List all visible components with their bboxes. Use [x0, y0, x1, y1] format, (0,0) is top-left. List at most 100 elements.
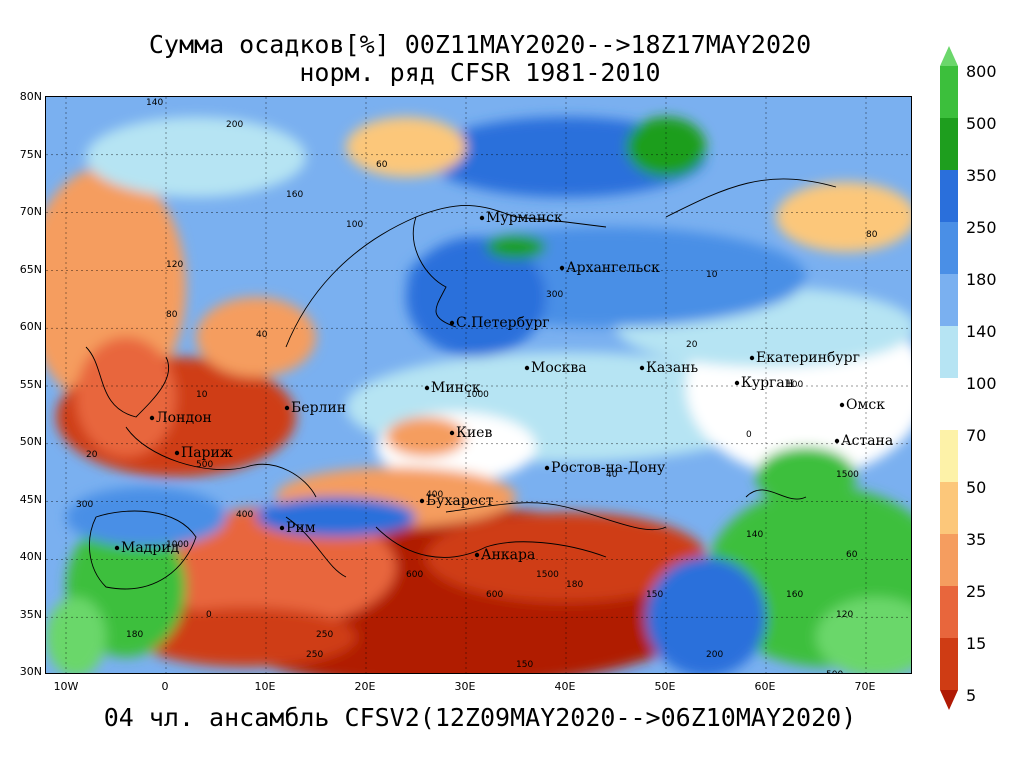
- city-marker: [544, 465, 550, 471]
- legend-label-35: 35: [966, 530, 987, 549]
- city-label: Бухарест: [426, 493, 494, 509]
- legend-swatch: [940, 222, 958, 274]
- city-marker: [284, 405, 290, 411]
- contour-label: 20: [686, 340, 698, 350]
- contour-label: 1500: [536, 570, 559, 580]
- legend-label-350: 350: [966, 166, 997, 185]
- city-marker: [834, 438, 840, 444]
- contour-label: 200: [706, 650, 723, 660]
- contour-label: 100: [346, 220, 363, 230]
- legend-swatch: [940, 482, 958, 534]
- legend-swatch: [940, 326, 958, 378]
- city-marker: [424, 385, 430, 391]
- lat-label-65n: 65N: [19, 263, 42, 276]
- contour-label: 180: [566, 580, 583, 590]
- lat-label-30n: 30N: [19, 665, 42, 678]
- city-label: Мурманск: [486, 210, 563, 226]
- legend-label-140: 140: [966, 322, 997, 341]
- lat-label-55n: 55N: [19, 378, 42, 391]
- legend-arrow-top: [940, 46, 958, 66]
- contour-label: 160: [286, 190, 303, 200]
- city-label: Астана: [841, 433, 893, 449]
- contour-label: 600: [406, 570, 423, 580]
- contour-label: 1000: [466, 390, 489, 400]
- city-label: Рим: [286, 520, 316, 536]
- lon-label-30e: 30E: [454, 680, 476, 693]
- contour-label: 1500: [836, 470, 859, 480]
- lat-label-80n: 80N: [19, 90, 42, 103]
- legend-label-15: 15: [966, 634, 987, 653]
- legend-swatch: [940, 274, 958, 326]
- city-label: Курган: [741, 375, 794, 391]
- city-label: Киев: [456, 425, 492, 441]
- contour-label: 40: [256, 330, 268, 340]
- contour-label: 150: [646, 590, 663, 600]
- legend-label-50: 50: [966, 478, 987, 497]
- city-label: Париж: [181, 445, 233, 461]
- city-label: Екатеринбург: [756, 350, 860, 366]
- lon-label-10e: 10E: [254, 680, 276, 693]
- contour-label: 500: [196, 460, 213, 470]
- contour-label: 60: [376, 160, 388, 170]
- city-label: Архангельск: [566, 260, 660, 276]
- lat-label-40n: 40N: [19, 550, 42, 563]
- legend-label-100: 100: [966, 374, 997, 393]
- contour-label: 160: [786, 590, 803, 600]
- legend-label-180: 180: [966, 270, 997, 289]
- city-marker: [559, 265, 565, 271]
- contour-label: 10: [196, 390, 208, 400]
- lat-label-60n: 60N: [19, 320, 42, 333]
- contour-label: 40: [606, 470, 618, 480]
- lon-label-10w: 10W: [53, 680, 79, 693]
- city-label: С.Петербург: [456, 315, 550, 331]
- contour-label: 80: [166, 310, 178, 320]
- color-legend: [940, 46, 958, 710]
- city-label: Москва: [531, 360, 587, 376]
- city-marker: [449, 430, 455, 436]
- contour-label: 20: [86, 450, 98, 460]
- city-marker: [419, 498, 425, 504]
- legend-arrow-bottom: [940, 690, 958, 710]
- contour-label: 140: [146, 98, 163, 108]
- contour-label: 0: [746, 430, 752, 440]
- city-label: Берлин: [291, 400, 346, 416]
- legend-swatch: [940, 378, 958, 430]
- lon-label-40e: 40E: [554, 680, 576, 693]
- contour-label: 250: [316, 630, 333, 640]
- lon-label-0: 0: [161, 680, 169, 693]
- contour-label: 400: [426, 490, 443, 500]
- city-label: Мадрид: [121, 540, 180, 556]
- city-label: Ростов-на-Дону: [551, 460, 666, 476]
- contour-label: 60: [846, 550, 858, 560]
- city-marker: [114, 545, 120, 551]
- legend-label-25: 25: [966, 582, 987, 601]
- lat-label-70n: 70N: [19, 205, 42, 218]
- legend-swatch: [940, 534, 958, 586]
- city-marker: [639, 365, 645, 371]
- contour-label: 1000: [166, 540, 189, 550]
- city-label: Анкара: [481, 547, 535, 563]
- lon-label-60e: 60E: [754, 680, 776, 693]
- city-marker: [839, 402, 845, 408]
- precipitation-map: 140 200 160 120 60 100 80 40 20 10 300 500 400 1000 18…: [45, 96, 912, 674]
- map-title-line2: норм. ряд CFSR 1981-2010: [299, 58, 661, 87]
- contour-label: 120: [836, 610, 853, 620]
- lat-label-35n: 35N: [19, 608, 42, 621]
- legend-swatch: [940, 586, 958, 638]
- lon-label-20e: 20E: [354, 680, 376, 693]
- city-marker: [524, 365, 530, 371]
- legend-swatch: [940, 430, 958, 482]
- contour-label: 150: [516, 660, 533, 670]
- map-title-line1: Сумма осадков[%] 00Z11MAY2020-->18Z17MAY…: [148, 30, 812, 59]
- city-marker: [479, 215, 485, 221]
- legend-label-70: 70: [966, 426, 987, 445]
- city-marker: [734, 380, 740, 386]
- legend-label-500: 500: [966, 114, 997, 133]
- legend-swatch: [940, 118, 958, 170]
- legend-swatch: [940, 170, 958, 222]
- city-label: Минск: [431, 380, 481, 396]
- legend-label-800: 800: [966, 62, 997, 81]
- city-marker: [474, 552, 480, 558]
- city-marker: [279, 525, 285, 531]
- contour-label: 10: [706, 270, 718, 280]
